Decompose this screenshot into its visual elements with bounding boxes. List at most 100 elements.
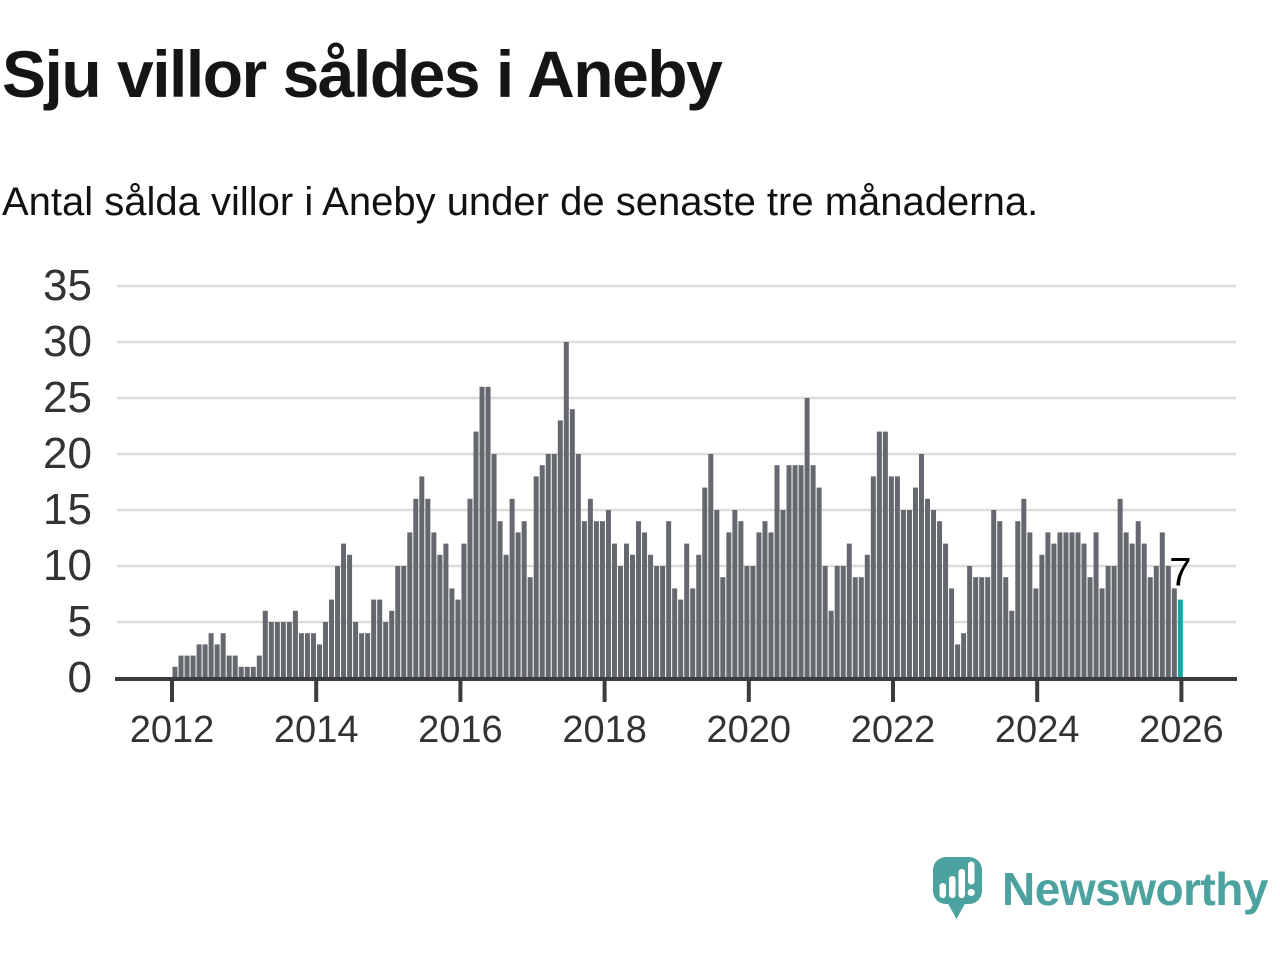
y-axis-label: 5	[68, 597, 92, 646]
bar	[1003, 577, 1009, 678]
bar	[365, 633, 371, 678]
bar	[1111, 566, 1117, 678]
bar	[1069, 532, 1075, 678]
bar	[208, 633, 214, 678]
bar	[636, 521, 642, 678]
bar	[515, 532, 521, 678]
bar	[401, 566, 407, 678]
bar	[864, 554, 870, 678]
bar	[925, 498, 930, 678]
bar	[840, 566, 846, 678]
y-axis-label: 10	[43, 541, 92, 590]
bar	[214, 644, 220, 678]
brand-name: Newsworthy	[1002, 863, 1268, 915]
mini-exclamation-dot	[967, 888, 975, 897]
bar	[539, 465, 545, 678]
x-axis-label: 2016	[418, 709, 503, 751]
bar	[882, 431, 888, 678]
bar	[316, 644, 322, 678]
bar	[527, 577, 533, 678]
bar	[672, 588, 678, 678]
bar	[648, 554, 654, 678]
bar	[467, 498, 473, 678]
bar	[798, 465, 804, 678]
bar	[563, 342, 569, 678]
bar	[1045, 532, 1051, 678]
bar	[196, 644, 202, 678]
bar	[834, 566, 840, 678]
x-axis-label: 2026	[1139, 709, 1224, 751]
bubble-tail	[946, 900, 968, 919]
bar	[792, 465, 798, 678]
bar	[1105, 566, 1111, 678]
bar	[551, 454, 557, 678]
page-subtitle: Antal sålda villor i Aneby under de sena…	[2, 180, 1039, 224]
bar-highlight	[1177, 599, 1183, 678]
bar	[654, 566, 660, 678]
bar	[545, 454, 551, 678]
bar	[371, 599, 377, 678]
bar	[461, 543, 467, 678]
highlight-value-label: 7	[1169, 551, 1191, 595]
bar	[828, 610, 834, 678]
bar	[1093, 532, 1099, 678]
bar	[533, 476, 539, 678]
bar	[335, 566, 341, 678]
bar	[274, 622, 280, 678]
bar	[503, 554, 509, 678]
bar	[720, 577, 726, 678]
bar	[509, 498, 515, 678]
bar	[298, 633, 304, 678]
bar	[642, 532, 648, 678]
mini-bar-3	[958, 869, 966, 898]
bar	[593, 521, 599, 678]
bar	[286, 622, 292, 678]
bar	[690, 588, 696, 678]
bar	[1099, 588, 1105, 678]
y-axis-label: 15	[43, 485, 92, 534]
bar	[419, 476, 425, 678]
bar	[521, 521, 527, 678]
bar	[226, 655, 232, 678]
bar	[389, 610, 395, 678]
bar	[190, 655, 196, 678]
bar	[569, 409, 575, 678]
bar	[1147, 577, 1153, 678]
x-axis-label: 2024	[995, 709, 1080, 751]
bar	[1171, 588, 1177, 678]
bar	[985, 577, 991, 678]
bar	[575, 454, 581, 678]
bar	[377, 599, 383, 678]
bar	[485, 386, 491, 678]
bar	[323, 622, 328, 678]
y-axis-label: 30	[43, 317, 92, 366]
bar	[750, 566, 756, 678]
bar	[359, 633, 365, 678]
bar	[184, 655, 190, 678]
bar	[587, 498, 593, 678]
bar	[256, 655, 262, 678]
y-axis-label: 35	[43, 261, 92, 310]
bar	[1129, 543, 1135, 678]
bar	[443, 543, 449, 678]
mini-bar-1	[939, 883, 947, 898]
bar	[310, 633, 316, 678]
bar	[991, 510, 997, 678]
bar	[605, 510, 611, 678]
bar	[961, 633, 967, 678]
bar	[900, 510, 906, 678]
bar	[244, 666, 250, 678]
bar	[1021, 498, 1027, 678]
bar	[413, 498, 419, 678]
bar	[304, 633, 310, 678]
bar	[931, 510, 937, 678]
bar	[744, 566, 750, 678]
bar	[738, 521, 744, 678]
bar	[1033, 588, 1039, 678]
bar	[1117, 498, 1123, 678]
bar	[1009, 610, 1015, 678]
bar	[762, 521, 768, 678]
bar	[786, 465, 792, 678]
bar	[816, 487, 822, 678]
